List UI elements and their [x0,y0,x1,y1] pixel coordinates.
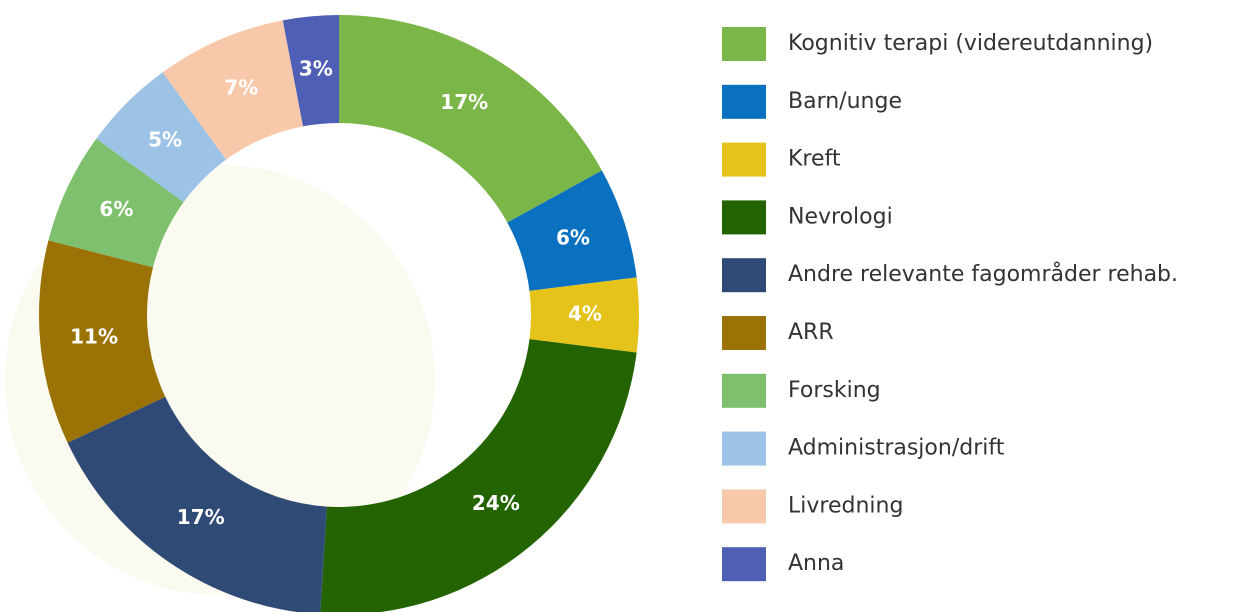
legend-label: ARR [788,320,834,345]
donut-slice [320,339,637,612]
legend-swatch [722,547,766,582]
legend-label: Administrasjon/drift [788,436,1005,461]
donut-slice [282,15,339,127]
legend-label: Anna [788,551,844,576]
legend-label: Livredning [788,493,903,518]
data-label: 11% [70,325,118,349]
legend-swatch [722,27,766,61]
donut-slice [48,138,184,268]
donut-slice [67,396,327,612]
legend-swatch [722,84,766,119]
data-label: 5% [148,128,182,152]
data-label: 6% [556,225,590,249]
data-label: 3% [299,57,333,81]
legend-label: Andre relevante fagområder rehab. [788,261,1178,287]
legend-swatch [722,431,766,466]
donut-slice [339,15,602,223]
legend-swatch [722,489,766,524]
donut-slice [162,20,304,160]
donut-slice [38,240,166,443]
legend-swatch [722,373,766,408]
legend-swatch [722,258,766,293]
data-label: 24% [472,491,520,515]
data-label: 4% [568,302,602,326]
legend-swatch [722,142,766,177]
legend-swatch [722,316,766,350]
donut-slice [96,72,227,203]
data-label: 17% [440,90,488,114]
donut-slice [529,277,639,353]
data-label: 17% [177,505,225,529]
legend-label: Nevrologi [788,204,893,229]
data-label: 6% [99,197,133,221]
donut-slice [507,170,637,291]
legend-swatch [722,200,766,235]
legend-label: Kreft [788,147,841,172]
legend-label: Barn/unge [788,89,902,114]
data-label: 7% [224,76,258,100]
legend-label: Forsking [788,378,881,403]
legend-label: Kognitiv terapi (videreutdanning) [788,31,1153,56]
